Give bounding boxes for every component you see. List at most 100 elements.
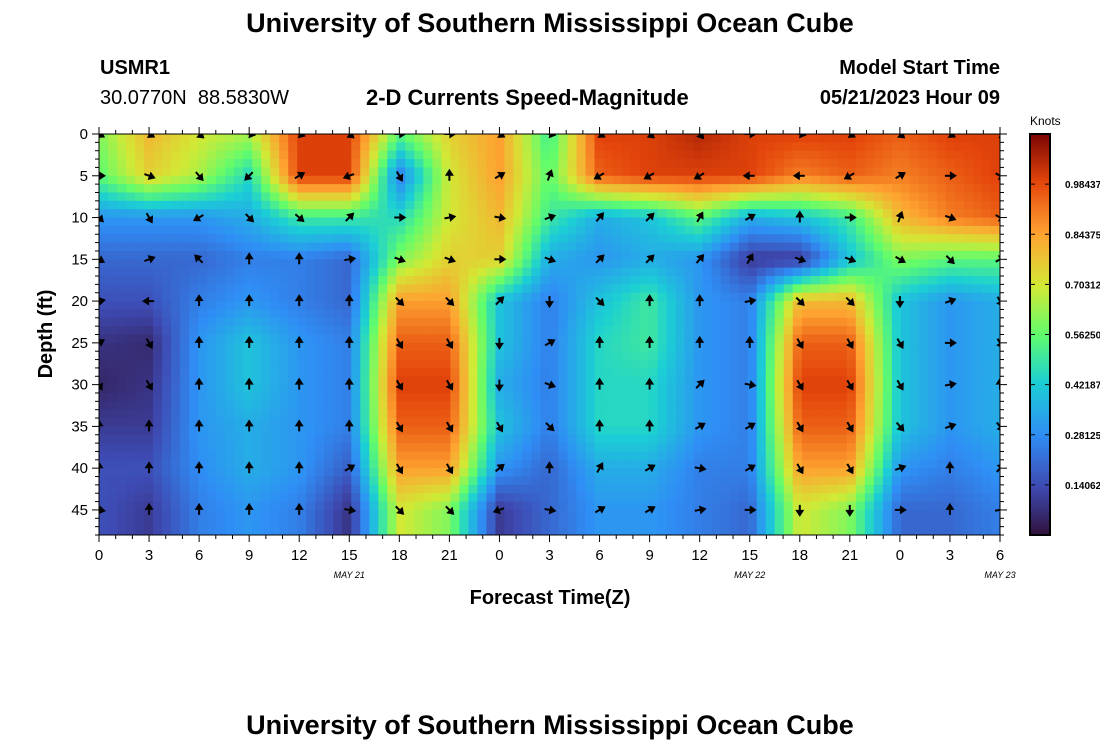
heat-cell xyxy=(963,359,974,369)
heat-cell xyxy=(396,142,406,152)
heat-cell xyxy=(432,434,442,444)
heat-cell xyxy=(873,159,884,169)
heat-cell xyxy=(891,451,902,461)
heat-cell xyxy=(504,184,515,194)
heat-cell xyxy=(558,526,569,535)
heat-cell xyxy=(270,351,280,361)
heat-cell xyxy=(441,409,451,419)
heat-cell xyxy=(990,134,1000,143)
heat-cell xyxy=(990,418,1000,427)
heat-cell xyxy=(864,242,875,252)
heat-cell xyxy=(846,284,857,294)
heat-cell xyxy=(252,468,262,478)
heat-cell xyxy=(387,200,397,210)
heat-cell xyxy=(315,276,325,285)
heat-cell xyxy=(666,142,677,152)
heat-cell xyxy=(612,401,623,411)
heat-cell xyxy=(369,401,379,411)
heat-cell xyxy=(765,267,776,277)
heat-cell xyxy=(846,409,857,419)
heat-cell xyxy=(351,476,361,486)
heat-cell xyxy=(162,284,172,294)
heat-cell xyxy=(540,451,551,461)
heat-cell xyxy=(378,217,388,227)
current-arrow xyxy=(695,211,704,223)
heat-cell xyxy=(315,418,325,427)
heat-cell xyxy=(810,351,821,361)
heat-cell xyxy=(531,184,542,194)
heat-cell xyxy=(576,384,587,394)
heat-cell xyxy=(828,384,839,394)
heat-cell xyxy=(612,443,623,453)
heat-cell xyxy=(207,175,217,185)
heat-cell xyxy=(315,301,325,311)
heat-cell xyxy=(198,317,208,327)
heat-cell xyxy=(702,326,713,336)
heat-cell xyxy=(945,217,956,227)
heat-cell xyxy=(243,276,253,285)
heat-cell xyxy=(666,409,677,419)
heat-cell xyxy=(558,175,569,185)
heat-cell xyxy=(387,134,397,143)
heat-cell xyxy=(594,225,605,235)
heat-cell xyxy=(567,509,578,519)
heat-cell xyxy=(828,443,839,453)
heat-cell xyxy=(432,301,442,311)
heat-cell xyxy=(819,175,830,185)
heat-cell xyxy=(297,443,307,453)
heat-cell xyxy=(153,301,163,311)
heat-cell xyxy=(621,134,632,143)
heat-cell xyxy=(783,175,794,185)
heat-cell xyxy=(693,209,704,219)
heat-cell xyxy=(801,418,812,427)
heat-cell xyxy=(396,167,406,177)
heat-cell xyxy=(675,351,686,361)
heat-cell xyxy=(99,426,109,436)
heat-cell xyxy=(522,134,533,143)
heat-cell xyxy=(873,518,884,528)
heat-cell xyxy=(657,384,668,394)
heat-cell xyxy=(405,225,415,235)
heat-cell xyxy=(351,509,361,519)
heat-cell xyxy=(252,150,262,160)
heat-cell xyxy=(990,267,1000,277)
heat-cell xyxy=(783,267,794,277)
heat-cell xyxy=(819,250,830,260)
current-arrow xyxy=(445,463,454,475)
heat-cell xyxy=(621,509,632,519)
heat-cell xyxy=(189,434,199,444)
heat-cell xyxy=(270,468,280,478)
heat-cell xyxy=(783,209,794,219)
heat-cell xyxy=(630,259,641,269)
heat-cell xyxy=(387,159,397,169)
heat-cell xyxy=(441,342,451,352)
heat-cell xyxy=(594,476,605,486)
heat-cell xyxy=(765,234,776,244)
heat-cell xyxy=(198,134,208,143)
heat-cell xyxy=(522,509,533,519)
heat-cell xyxy=(882,376,893,386)
heat-cell xyxy=(108,150,118,160)
heat-cell xyxy=(99,276,109,285)
heat-cell xyxy=(180,134,190,143)
heat-cell xyxy=(639,301,650,311)
heat-cell xyxy=(675,401,686,411)
heat-cell xyxy=(333,175,343,185)
heat-cell xyxy=(369,418,379,427)
heat-cell xyxy=(117,443,127,453)
heat-cell xyxy=(243,526,253,535)
heat-cell xyxy=(558,267,569,277)
heat-cell xyxy=(144,359,154,369)
heat-cell xyxy=(531,476,542,486)
heat-cell xyxy=(810,259,821,269)
heat-cell xyxy=(117,484,127,494)
heat-cell xyxy=(549,434,560,444)
heat-cell xyxy=(810,418,821,427)
heat-cell xyxy=(504,426,515,436)
heat-cell xyxy=(630,217,641,227)
heat-cell xyxy=(477,234,488,244)
heat-cell xyxy=(855,267,866,277)
heat-cell xyxy=(963,317,974,327)
heat-cell xyxy=(657,351,668,361)
heat-cell xyxy=(369,134,379,143)
